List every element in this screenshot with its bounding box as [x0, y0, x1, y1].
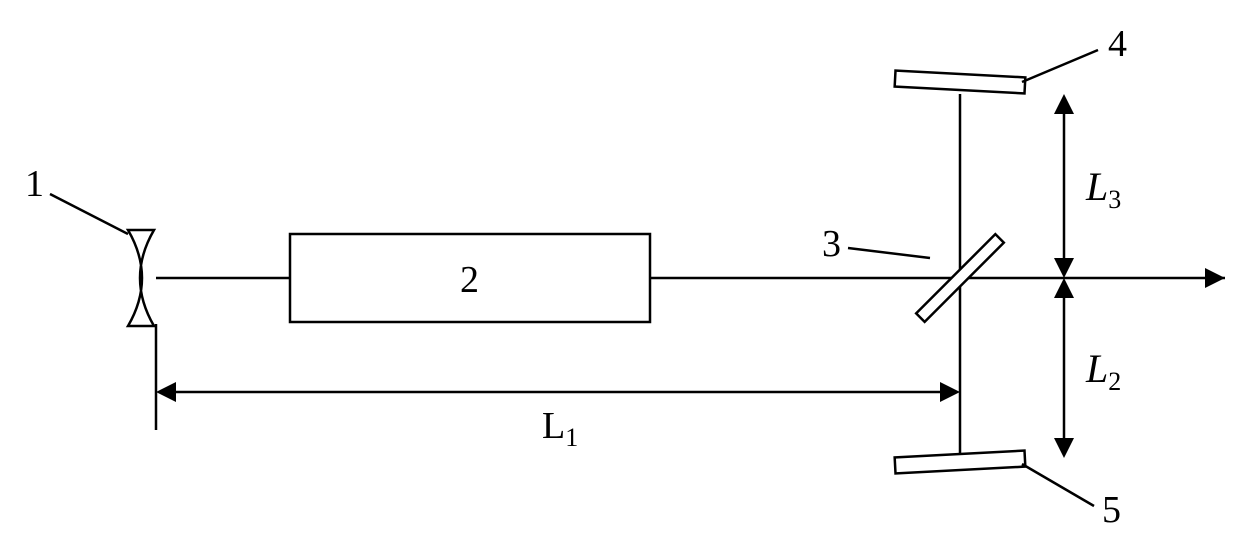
label-3: 3 [822, 223, 841, 265]
leader-3 [848, 248, 930, 258]
svg-text:L1: L1 [542, 405, 578, 452]
label-4: 4 [1108, 23, 1127, 65]
label-L1: L1 [542, 405, 578, 452]
dimension-L3 [1054, 94, 1074, 278]
svg-text:L3: L3 [1085, 164, 1121, 214]
svg-text:L2: L2 [1085, 346, 1121, 396]
label-2: 2 [460, 259, 479, 301]
label-L3: L3 [1085, 164, 1121, 214]
optical-diagram: 1 2 3 4 5 L1 L2 L3 [0, 0, 1240, 542]
bottom-mirror [895, 451, 1026, 474]
dimension-L2 [1054, 278, 1074, 458]
label-1: 1 [25, 163, 44, 205]
concave-mirror [128, 230, 154, 326]
label-5: 5 [1102, 489, 1121, 531]
output-arrowhead [1205, 268, 1225, 288]
leader-5 [1022, 464, 1094, 506]
label-L2: L2 [1085, 346, 1121, 396]
leader-1 [50, 194, 128, 234]
top-mirror [895, 71, 1026, 94]
leader-4 [1022, 50, 1098, 82]
